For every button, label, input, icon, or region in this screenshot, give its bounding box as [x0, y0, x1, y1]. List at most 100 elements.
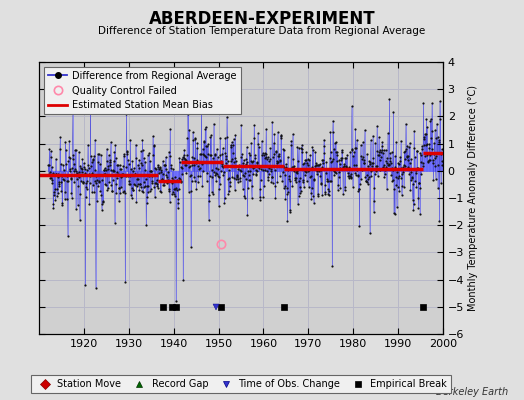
Point [129, 165, 138, 171]
Point [285, 172, 293, 179]
Point [276, 173, 284, 180]
Point [97, 152, 105, 158]
Point [416, 150, 424, 156]
Point [208, 188, 216, 195]
Point [294, 145, 303, 151]
Point [295, 192, 303, 199]
Point [290, 166, 298, 172]
Point [274, 158, 282, 165]
Point [230, 175, 238, 182]
Point [271, 183, 279, 189]
Point [206, 152, 214, 158]
Point [366, 158, 375, 165]
Point [231, 187, 239, 193]
Point [425, 156, 434, 163]
Point [411, 178, 419, 184]
Point [101, 165, 109, 172]
Point [383, 154, 391, 161]
Point [331, 169, 340, 175]
Point [174, 205, 182, 211]
Point [329, 118, 337, 124]
Point [137, 148, 145, 154]
Point [378, 139, 386, 146]
Point [132, 141, 140, 148]
Point [432, 153, 440, 159]
Point [333, 152, 342, 158]
Point [410, 128, 418, 134]
Point [249, 163, 258, 170]
Point [272, 160, 281, 166]
Point [333, 157, 341, 164]
Point [247, 195, 256, 201]
Point [370, 171, 379, 178]
Point [347, 103, 356, 110]
Point [225, 175, 233, 182]
Point [101, 170, 110, 177]
Point [407, 169, 415, 176]
Point [316, 173, 324, 179]
Point [317, 181, 325, 188]
Point [235, 163, 243, 170]
Point [305, 174, 314, 180]
Point [223, 133, 232, 140]
Point [118, 189, 127, 195]
Point [92, 173, 100, 179]
Point [156, 165, 164, 171]
Point [124, 173, 133, 179]
Point [189, 137, 198, 143]
Point [106, 162, 114, 168]
Point [245, 150, 254, 156]
Point [396, 158, 404, 164]
Point [431, 163, 440, 169]
Point [53, 193, 61, 200]
Point [275, 157, 283, 163]
Point [163, 177, 172, 183]
Point [283, 154, 292, 160]
Point [262, 126, 270, 132]
Point [122, 164, 130, 170]
Point [149, 142, 158, 149]
Point [400, 148, 409, 155]
Point [230, 135, 238, 142]
Point [230, 159, 238, 165]
Point [155, 166, 163, 172]
Point [352, 172, 361, 178]
Point [239, 172, 247, 178]
Point [416, 210, 424, 217]
Point [49, 205, 58, 212]
Point [99, 198, 107, 205]
Point [397, 137, 405, 144]
Point [148, 180, 156, 186]
Point [63, 178, 71, 184]
Point [218, 163, 226, 169]
Point [254, 141, 263, 148]
Point [400, 184, 408, 190]
Point [392, 139, 400, 146]
Point [103, 165, 112, 172]
Point [438, 146, 446, 152]
Point [107, 182, 116, 188]
Point [429, 156, 437, 163]
Point [291, 169, 300, 176]
Point [264, 154, 272, 160]
Point [191, 178, 199, 184]
Point [159, 182, 167, 188]
Point [421, 130, 429, 137]
Point [187, 188, 195, 194]
Point [346, 175, 355, 182]
Point [372, 166, 380, 172]
Point [95, 161, 104, 167]
Point [403, 142, 411, 149]
Point [69, 156, 77, 162]
Point [309, 192, 317, 199]
Point [298, 149, 307, 155]
Point [237, 162, 246, 169]
Point [322, 175, 331, 182]
Point [201, 153, 209, 159]
Point [67, 175, 75, 182]
Point [418, 143, 426, 149]
Point [259, 193, 267, 200]
Point [340, 184, 348, 191]
Point [362, 178, 370, 184]
Point [369, 132, 377, 139]
